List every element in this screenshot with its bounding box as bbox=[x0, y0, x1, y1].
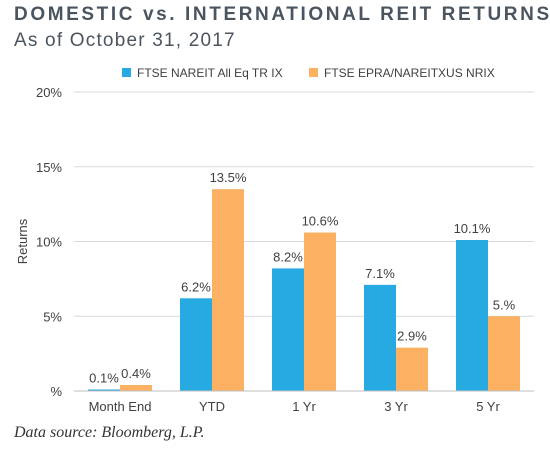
y-axis-title: Returns bbox=[15, 218, 30, 264]
x-tick-label: Month End bbox=[89, 399, 152, 414]
bar-epra bbox=[488, 316, 520, 391]
bar-nareit bbox=[272, 268, 304, 391]
legend-swatch bbox=[122, 68, 131, 77]
legend-label: FTSE NAREIT All Eq TR IX bbox=[137, 66, 283, 80]
y-tick-label: 10% bbox=[36, 235, 62, 250]
x-tick-label: 1 Yr bbox=[292, 399, 316, 414]
data-label: 10.1% bbox=[454, 221, 491, 236]
bar-epra bbox=[304, 232, 336, 391]
data-label: 2.9% bbox=[397, 329, 427, 344]
data-label: 0.4% bbox=[121, 366, 151, 381]
x-tick-label: 3 Yr bbox=[384, 399, 408, 414]
data-label: 7.1% bbox=[365, 266, 395, 281]
data-label: 6.2% bbox=[181, 279, 211, 294]
data-label: 0.1% bbox=[89, 371, 119, 386]
y-tick-label: 15% bbox=[36, 160, 62, 175]
y-tick-label: 20% bbox=[36, 85, 62, 100]
chart-subtitle: As of October 31, 2017 bbox=[14, 30, 236, 51]
axes: % 5% 10% 15% 20% Returns Month End YTD 1 Yr 3 Yr 5… bbox=[15, 85, 534, 414]
x-tick-label: 5 Yr bbox=[476, 399, 500, 414]
legend: FTSE NAREIT All Eq TR IX FTSE EPRA/NAREIT… bbox=[122, 66, 495, 80]
data-label: 5.% bbox=[493, 297, 516, 312]
legend-swatch bbox=[309, 68, 318, 77]
y-tick-label: 5% bbox=[43, 309, 62, 324]
data-source-note: Data source: Bloomberg, L.P. bbox=[14, 424, 205, 441]
bar-epra bbox=[212, 189, 244, 391]
bar-nareit bbox=[88, 389, 120, 391]
bars bbox=[88, 189, 520, 391]
data-label: 8.2% bbox=[273, 249, 303, 264]
bar-nareit bbox=[364, 284, 396, 391]
data-labels: 0.1% 0.4% 6.2% 13.5% 8.2% 10.6% 7.1% 2.9% 10.1% 5… bbox=[89, 170, 515, 385]
bar-nareit bbox=[180, 298, 212, 391]
data-label: 10.6% bbox=[302, 214, 339, 229]
data-label: 13.5% bbox=[210, 170, 247, 185]
chart-title: DOMESTIC vs. INTERNATIONAL REIT RETURNS bbox=[14, 4, 550, 25]
bar-epra bbox=[396, 347, 428, 391]
bar-nareit bbox=[456, 240, 488, 391]
legend-label: FTSE EPRA/NAREITXUS NRIX bbox=[324, 66, 495, 80]
x-tick-label: YTD bbox=[199, 399, 225, 414]
y-tick-label: % bbox=[50, 384, 62, 399]
bar-epra bbox=[120, 385, 152, 391]
